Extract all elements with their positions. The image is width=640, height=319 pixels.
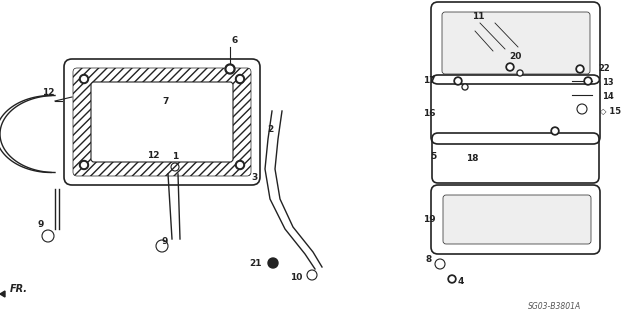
- Text: 5: 5: [429, 152, 436, 161]
- Text: 13: 13: [602, 78, 614, 87]
- Text: 4: 4: [458, 277, 465, 286]
- Circle shape: [454, 77, 462, 85]
- Text: 14: 14: [602, 93, 614, 101]
- Text: 11: 11: [472, 12, 484, 21]
- Text: ◇ 15: ◇ 15: [600, 107, 621, 115]
- Circle shape: [227, 66, 233, 72]
- Circle shape: [81, 77, 86, 81]
- Circle shape: [578, 67, 582, 71]
- Circle shape: [586, 79, 590, 83]
- Circle shape: [551, 127, 559, 135]
- Text: 21: 21: [250, 258, 262, 268]
- Circle shape: [517, 70, 523, 76]
- Text: 17: 17: [424, 77, 436, 85]
- FancyBboxPatch shape: [442, 12, 590, 74]
- Circle shape: [584, 77, 592, 85]
- Text: 12: 12: [147, 152, 160, 160]
- Circle shape: [508, 65, 512, 69]
- Circle shape: [450, 277, 454, 281]
- FancyBboxPatch shape: [91, 82, 233, 162]
- Circle shape: [79, 160, 88, 169]
- Text: SG03-B3801A: SG03-B3801A: [529, 302, 582, 311]
- Text: 9: 9: [38, 220, 44, 229]
- Circle shape: [462, 84, 468, 90]
- Circle shape: [506, 63, 514, 71]
- Text: 1: 1: [172, 152, 179, 161]
- Circle shape: [79, 75, 88, 84]
- Circle shape: [463, 85, 467, 89]
- Circle shape: [448, 275, 456, 283]
- Text: 2: 2: [267, 125, 273, 134]
- Circle shape: [576, 65, 584, 73]
- Circle shape: [456, 79, 460, 83]
- Text: 9: 9: [162, 237, 168, 246]
- Text: 10: 10: [290, 272, 302, 281]
- Text: 19: 19: [424, 214, 436, 224]
- Circle shape: [268, 258, 278, 268]
- Circle shape: [237, 77, 243, 81]
- Text: 3: 3: [252, 173, 258, 182]
- Circle shape: [518, 71, 522, 75]
- Polygon shape: [0, 291, 5, 297]
- Circle shape: [81, 162, 86, 167]
- Text: 20: 20: [509, 52, 521, 61]
- Text: 6: 6: [232, 36, 238, 45]
- Circle shape: [236, 75, 244, 84]
- Circle shape: [553, 129, 557, 133]
- Text: 22: 22: [598, 64, 610, 73]
- Circle shape: [225, 64, 235, 74]
- Circle shape: [236, 160, 244, 169]
- FancyBboxPatch shape: [443, 195, 591, 244]
- Text: 16: 16: [424, 109, 436, 118]
- Text: 18: 18: [466, 154, 478, 163]
- Text: 12: 12: [42, 88, 54, 97]
- Circle shape: [237, 162, 243, 167]
- Text: 8: 8: [426, 255, 432, 263]
- Text: FR.: FR.: [10, 284, 28, 294]
- Text: 7: 7: [162, 97, 168, 106]
